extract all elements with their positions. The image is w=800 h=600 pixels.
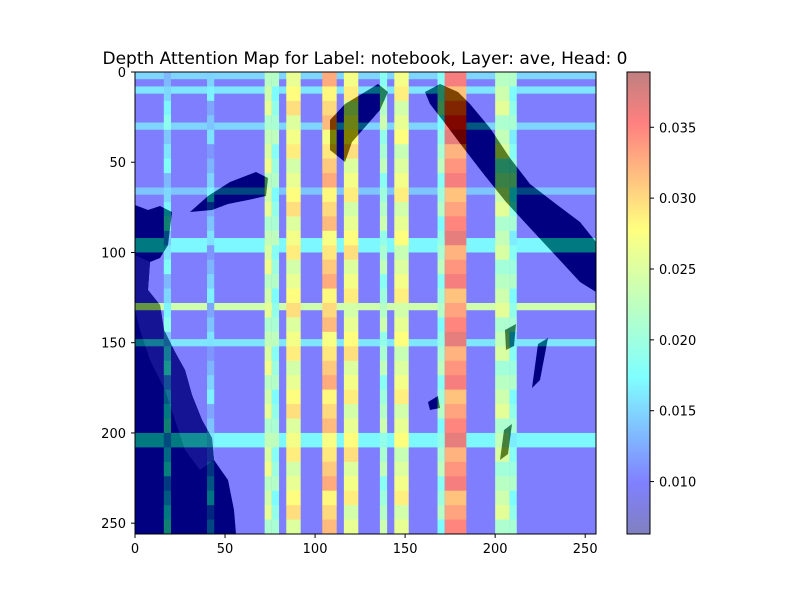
plot-frame [134,71,597,535]
attention-row-4 [135,238,596,253]
attention-column-12 [509,72,517,534]
y-axis: 0 50 100 150 200 250 [101,66,135,532]
x-tick-label-200: 200 [483,542,508,557]
attention-column-2 [264,72,272,534]
attention-column-8 [394,72,409,534]
x-tick-label-150: 150 [393,542,418,557]
attention-column-1 [207,72,215,534]
attention-column-10 [444,72,467,534]
y-tick-label-100: 100 [101,246,126,261]
colorbar-ticks: 0.010 0.015 0.020 0.025 0.030 0.035 [650,121,696,491]
attention-column-11 [495,72,510,534]
attention-column-7 [379,72,388,534]
colorbar-tick-label-2: 0.020 [659,334,696,349]
attention-column-6 [343,72,359,534]
colorbar-tick-label-3: 0.025 [659,263,696,278]
colorbar-tick-label-1: 0.015 [659,405,696,420]
attention-column-5 [322,72,337,534]
attention-row-0 [135,72,596,80]
x-tick-label-250: 250 [573,542,598,557]
attention-row-2 [135,122,596,130]
attention-column-0 [163,72,172,534]
colorbar-tick-label-5: 0.035 [659,121,696,136]
y-tick-label-150: 150 [101,337,126,352]
attention-overlay [135,72,596,534]
chart-title: Depth Attention Map for Label: notebook,… [102,49,627,69]
attention-row-1 [135,86,596,94]
colorbar-tick-label-0: 0.010 [659,476,696,491]
x-tick-label-100: 100 [303,542,328,557]
attention-row-5 [135,303,596,311]
colorbar: 0.010 0.015 0.020 0.025 0.030 0.035 [626,71,696,535]
y-tick-label-250: 250 [101,517,126,532]
x-tick-label-0: 0 [131,542,139,557]
plot-area [135,72,596,534]
attention-column-4 [286,72,301,534]
y-tick-label-200: 200 [101,427,126,442]
attention-rows [135,72,596,448]
y-tick-label-0: 0 [118,66,126,81]
attention-column-9 [437,72,445,534]
attention-row-6 [135,339,596,347]
attention-columns [163,72,517,534]
x-tick-label-50: 50 [217,542,234,557]
colorbar-gradient [627,72,650,534]
x-axis: 0 50 100 150 200 250 [131,534,598,557]
attention-column-3 [271,72,280,534]
attention-row-7 [135,432,596,448]
colorbar-tick-label-4: 0.030 [659,192,696,207]
attention-row-3 [135,187,596,195]
colorbar-frame [626,71,651,535]
y-tick-label-50: 50 [109,156,126,171]
